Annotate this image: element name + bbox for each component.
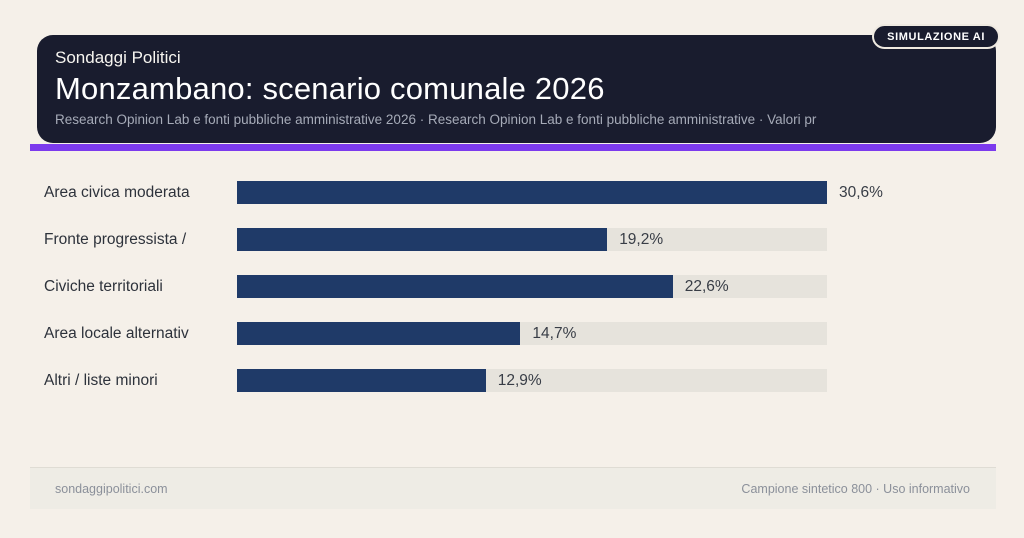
source-subtitle: Research Opinion Lab e fonti pubbliche a… — [55, 112, 817, 127]
value-label: 12,9% — [497, 372, 542, 389]
brand-kicker: Sondaggi Politici — [55, 48, 181, 67]
bar-fill — [237, 369, 486, 392]
bar-fill — [237, 228, 608, 251]
footer-note: Campione sintetico 800 · Uso informativo — [741, 481, 970, 496]
bar-row: Civiche territoriali 22,6% — [44, 275, 980, 298]
bar-row: Area civica moderata 30,6% — [44, 181, 980, 204]
value-label: 30,6% — [839, 184, 883, 201]
bar-fill — [237, 275, 673, 298]
bar-track: 14,7% — [237, 322, 827, 345]
footer-site: sondaggipolitici.com — [55, 481, 168, 496]
header-card: Sondaggi Politici Monzambano: scenario c… — [37, 35, 996, 143]
category-label: Altri / liste minori — [44, 371, 158, 389]
bar-row: Area locale alternativ 14,7% — [44, 322, 980, 345]
value-label: 14,7% — [532, 325, 577, 342]
bar-track: 22,6% — [237, 275, 827, 298]
bar-track: 19,2% — [237, 228, 827, 251]
simulation-badge: SIMULAZIONE AI — [872, 24, 1000, 49]
bar-fill — [237, 181, 827, 204]
category-label: Civiche territoriali — [44, 277, 163, 295]
value-label: 22,6% — [684, 278, 729, 295]
bar-chart: Area civica moderata 30,6% Fronte progre… — [44, 181, 980, 416]
page-title: Monzambano: scenario comunale 2026 — [55, 71, 605, 106]
category-label: Fronte progressista / — [44, 230, 187, 248]
bar-fill — [237, 322, 521, 345]
accent-underline — [30, 144, 996, 151]
value-label: 19,2% — [619, 231, 664, 248]
footer-bar: sondaggipolitici.com Campione sintetico … — [30, 467, 996, 509]
bar-track: 30,6% — [237, 181, 883, 204]
category-label: Area civica moderata — [44, 183, 190, 201]
bar-row: Altri / liste minori 12,9% — [44, 369, 980, 392]
bar-row: Fronte progressista / 19,2% — [44, 228, 980, 251]
category-label: Area locale alternativ — [44, 324, 189, 342]
bar-track: 12,9% — [237, 369, 827, 392]
